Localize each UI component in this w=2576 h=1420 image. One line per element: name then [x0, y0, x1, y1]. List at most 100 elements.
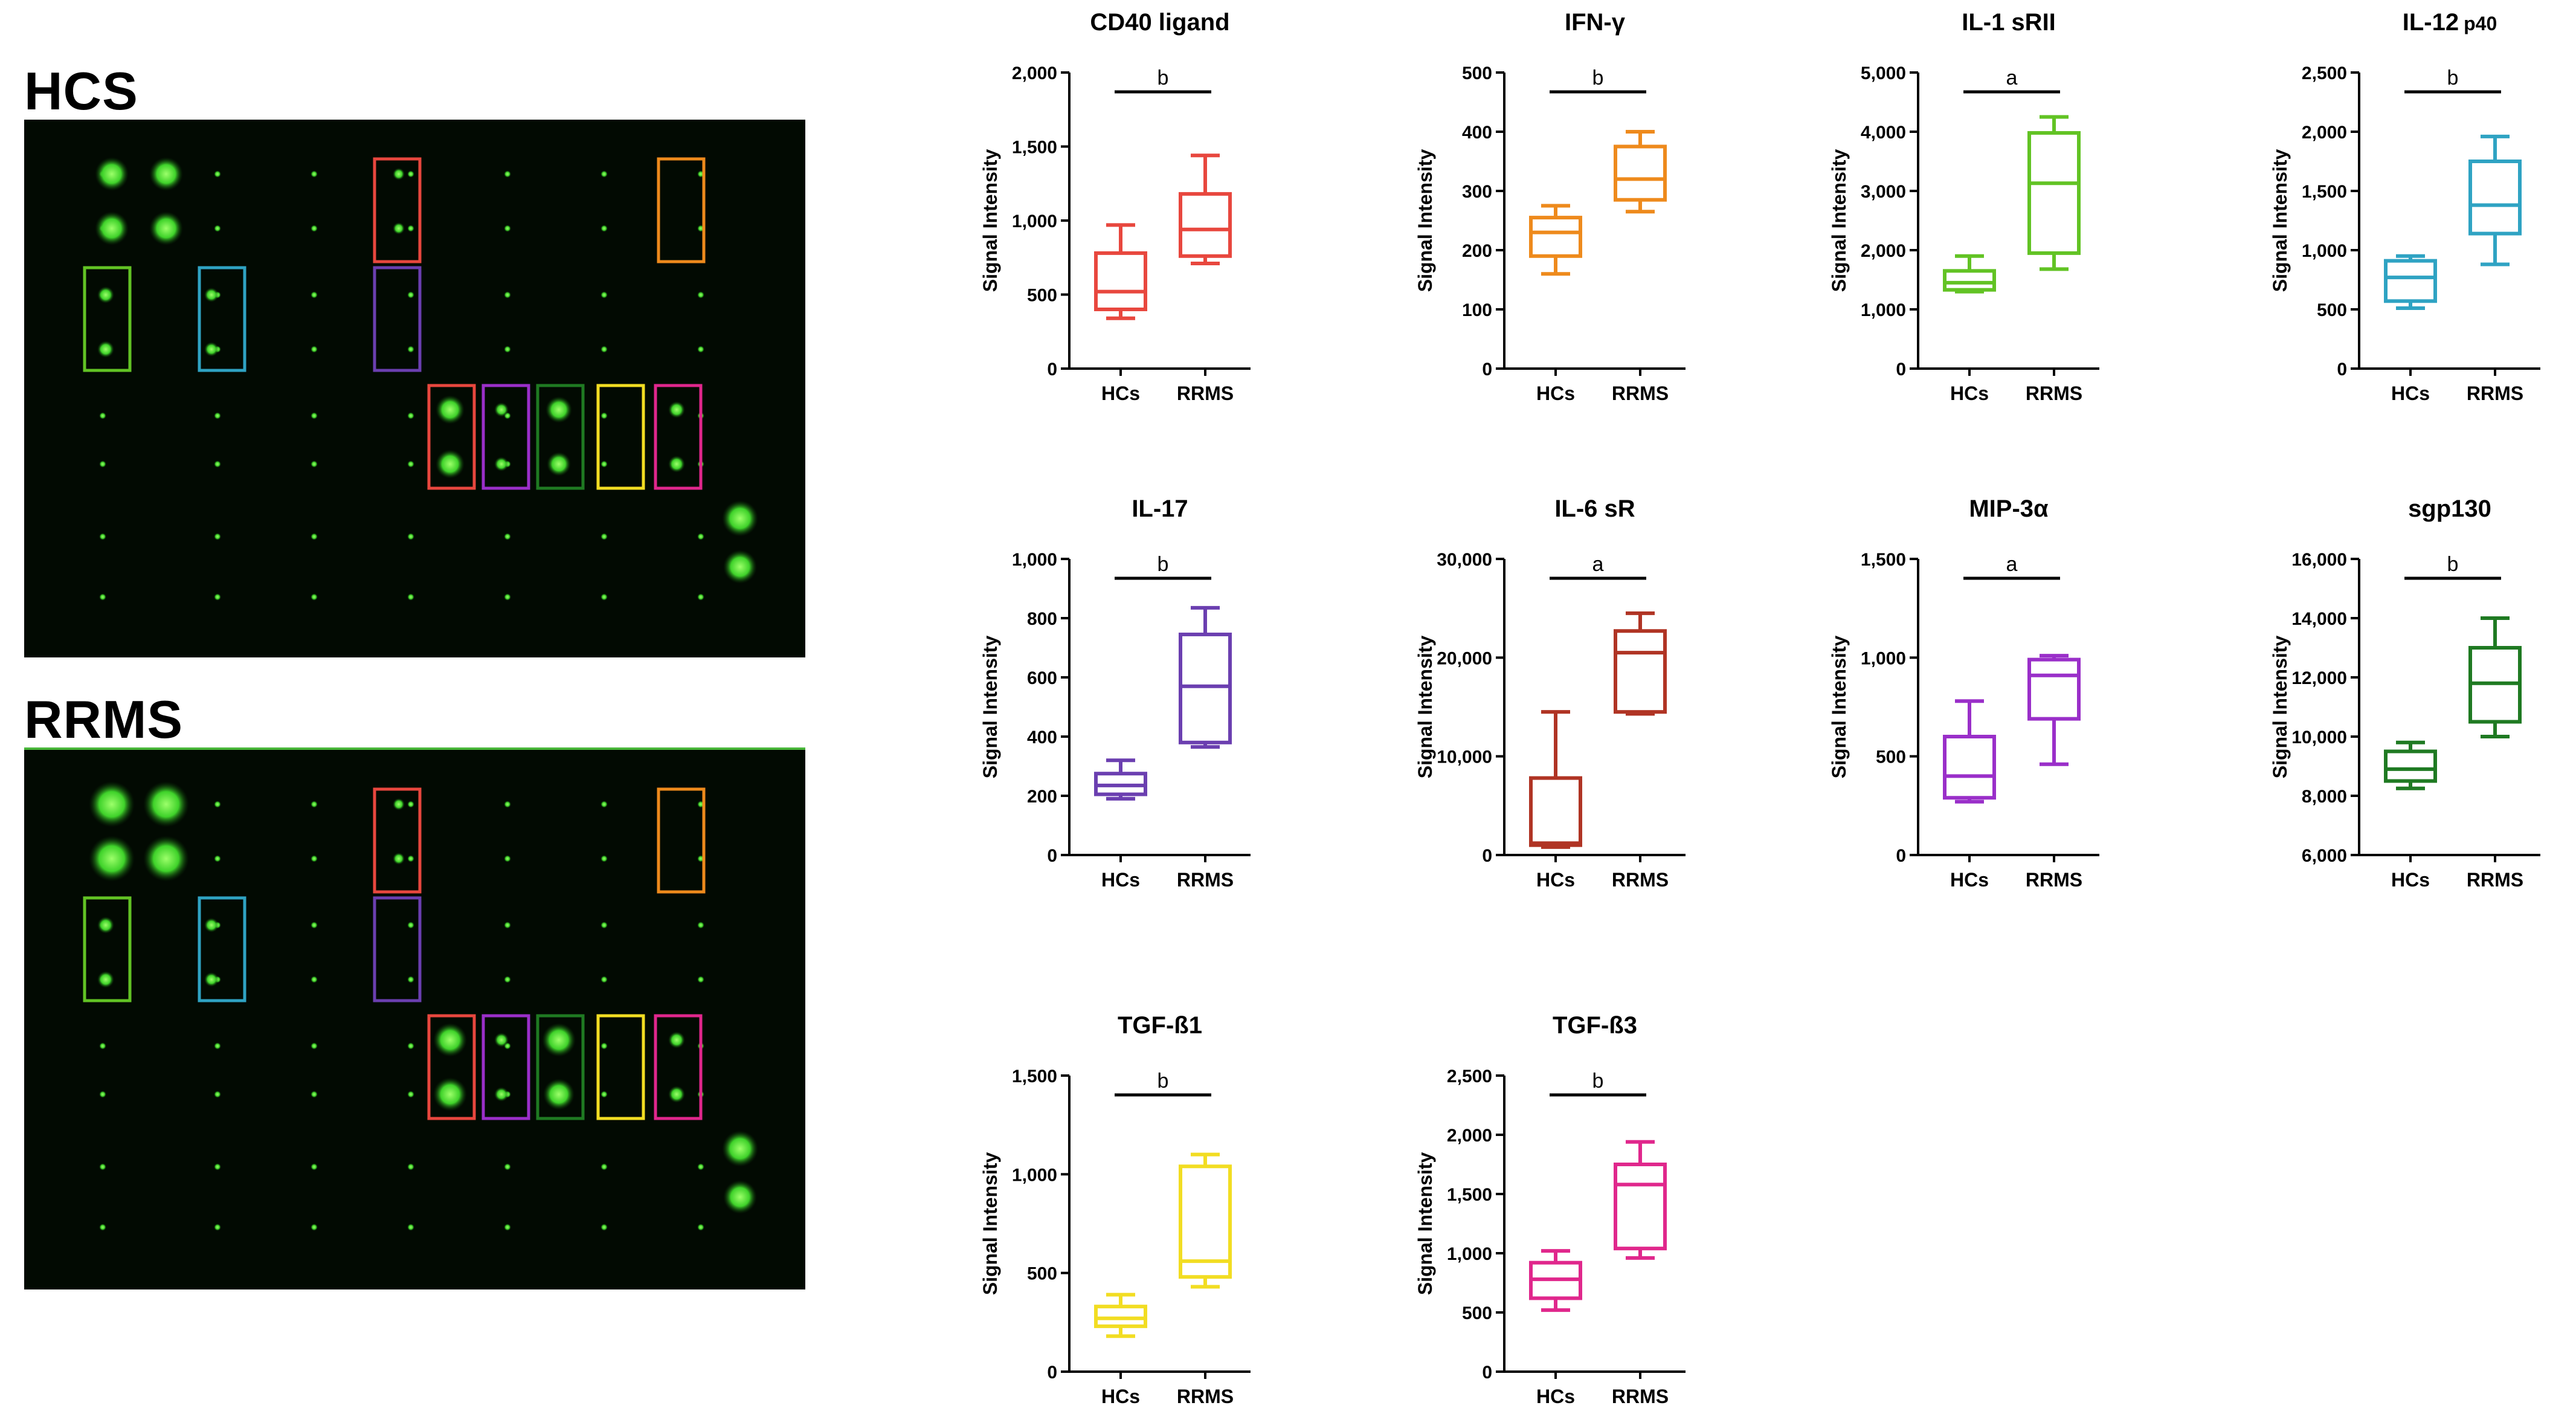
array-spot [311, 291, 318, 299]
array-spot [504, 593, 511, 601]
array-highlight-box [654, 384, 703, 490]
array-spot [601, 1042, 608, 1050]
array-spot [214, 1091, 221, 1098]
array-spot [204, 288, 219, 302]
array-spot [311, 412, 318, 419]
box-iqr [2027, 657, 2081, 721]
y-tick-label: 2,500 [2302, 63, 2347, 83]
box-rrms [1614, 130, 1667, 214]
significance-label: b [1158, 553, 1169, 576]
chart-title: IFN-γ [1565, 9, 1626, 36]
x-tick-label: HCs [1536, 869, 1575, 891]
x-tick-label: HCs [1536, 1386, 1575, 1407]
array-spot [494, 457, 509, 471]
y-tick-label: 6,000 [2302, 846, 2347, 866]
significance-label: b [1158, 66, 1169, 89]
x-tick-label: RRMS [1612, 869, 1669, 891]
hcs-array-spots [83, 157, 758, 601]
y-tick-label: 1,500 [1861, 550, 1906, 570]
y-tick-label: 1,000 [1861, 648, 1906, 668]
array-highlight-box [427, 1014, 476, 1120]
array-spot [311, 533, 318, 540]
x-tick-label: RRMS [1612, 382, 1669, 404]
array-spot [99, 593, 106, 601]
box-plot-il-1-srii: IL-1 sRII Signal Intensity 0 1,000 2,000 3,00… [1828, 9, 2099, 404]
array-spot [407, 1224, 414, 1231]
box-plot-cd40-ligand: CD40 ligand Signal Intensity 0 500 1,000 1,50… [979, 9, 1251, 404]
array-spot [214, 593, 221, 601]
array-spot [89, 781, 135, 827]
array-spot [601, 801, 608, 808]
box-hcs [1943, 699, 1996, 804]
significance-label: b [1592, 1070, 1604, 1092]
x-tick-label: RRMS [1177, 869, 1234, 891]
array-spot [407, 976, 414, 983]
y-tick-label: 100 [1462, 300, 1492, 320]
box-plot-il-12-p40: IL-12 p40 Signal Intensity 0 500 1,000 1,500 2,… [2269, 9, 2540, 404]
box-rrms [2027, 115, 2081, 271]
box-rrms [1179, 1152, 1232, 1289]
box-iqr [1179, 192, 1232, 258]
y-tick-label: 1,500 [1447, 1185, 1492, 1205]
array-spot [546, 396, 572, 423]
y-tick-label: 400 [1027, 728, 1057, 747]
array-spot [311, 1091, 318, 1098]
y-tick-label: 2,500 [1447, 1067, 1492, 1086]
array-spot [697, 346, 704, 353]
array-spot [99, 1042, 106, 1050]
y-tick-label: 200 [1027, 787, 1057, 807]
array-spot [214, 1224, 221, 1231]
y-tick-label: 200 [1462, 241, 1492, 261]
array-spot [543, 1079, 575, 1110]
array-spot [407, 1042, 414, 1050]
y-tick-label: 10,000 [2291, 728, 2347, 747]
array-spot [99, 460, 106, 468]
array-highlight-box [596, 384, 645, 490]
x-tick-label: HCs [2391, 382, 2430, 404]
array-spot [601, 460, 608, 468]
y-tick-label: 4,000 [1861, 123, 1906, 143]
box-iqr [2027, 131, 2081, 255]
box-hcs [1529, 710, 1582, 849]
array-spot [407, 533, 414, 540]
box-rrms [1179, 153, 1232, 266]
box-rrms [1179, 605, 1232, 749]
y-tick-label: 2,000 [1861, 241, 1906, 261]
y-axis-label: Signal Intensity [1828, 149, 1850, 292]
array-spot [504, 976, 511, 983]
y-tick-label: 0 [1482, 1363, 1492, 1383]
array-spot [723, 1180, 757, 1214]
array-spot [99, 1224, 106, 1231]
y-tick-label: 0 [2337, 360, 2347, 379]
box-plot-il-6-sr: IL-6 sR Signal Intensity 0 10,000 20,000 30,0… [1414, 495, 1686, 891]
box-hcs [1943, 254, 1996, 294]
hcs-array-image [24, 120, 805, 657]
y-tick-label: 600 [1027, 668, 1057, 688]
array-highlight-box [536, 1014, 585, 1120]
array-spot [722, 500, 758, 537]
box-iqr [1529, 216, 1582, 258]
array-spot [697, 533, 704, 540]
hcs-label: HCS [24, 61, 138, 121]
x-tick-label: RRMS [2467, 869, 2523, 891]
array-spot [601, 346, 608, 353]
array-spot [407, 1163, 414, 1170]
y-tick-label: 12,000 [2291, 668, 2347, 688]
array-spot [433, 1077, 467, 1111]
array-spot [504, 801, 511, 808]
y-tick-label: 1,500 [1012, 138, 1057, 158]
x-tick-label: HCs [1950, 869, 1989, 891]
x-tick-label: RRMS [1177, 382, 1234, 404]
y-tick-label: 800 [1027, 609, 1057, 629]
y-tick-label: 1,000 [1447, 1244, 1492, 1264]
y-tick-label: 16,000 [2291, 550, 2347, 570]
array-spot [436, 395, 465, 424]
array-spot [311, 855, 318, 862]
array-spot [494, 1033, 509, 1047]
chart-title: IL-12 p40 [2403, 9, 2497, 36]
box-hcs [1529, 1249, 1582, 1312]
array-spot [311, 921, 318, 929]
box-hcs [2384, 740, 2437, 790]
significance-label: b [2447, 553, 2459, 576]
box-plot-mip-3-alpha: MIP-3α Signal Intensity 0 500 1,000 1,500 HCs R… [1828, 495, 2099, 891]
